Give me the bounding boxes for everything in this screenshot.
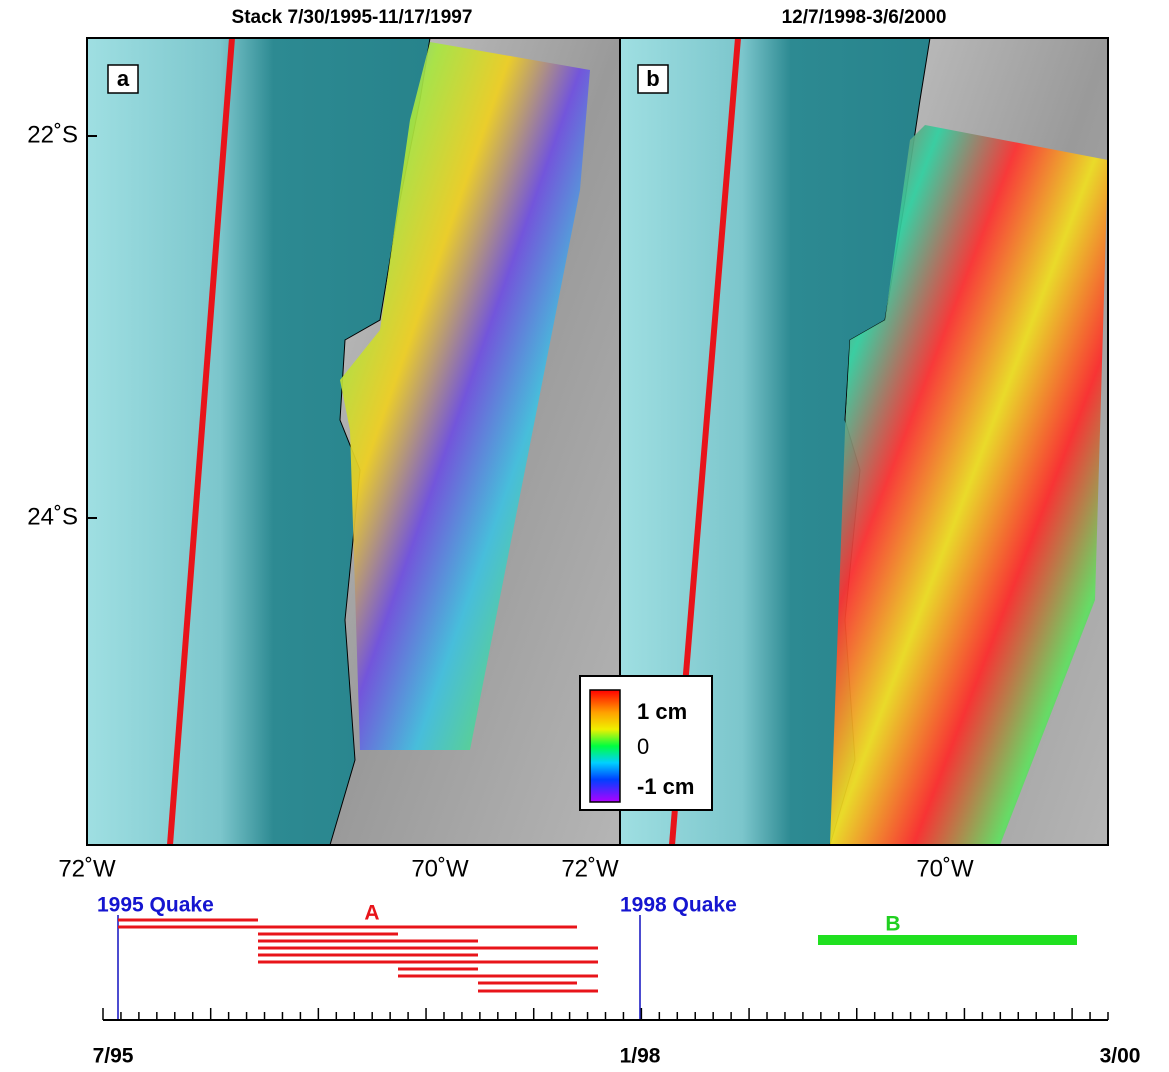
panel-letter: a	[117, 66, 130, 91]
panel-title: Stack 7/30/1995-11/17/1997	[232, 7, 473, 28]
lon-label: 72˚W	[58, 855, 116, 882]
lon-label: 70˚W	[411, 855, 469, 882]
panel-title: 12/7/1998-3/6/2000	[782, 7, 947, 28]
event-label: 1995 Quake	[97, 894, 214, 917]
axis-label: 1/98	[620, 1045, 661, 1068]
lat-label: 24˚S	[27, 503, 78, 530]
map-a	[87, 38, 620, 845]
axis-label: 7/95	[93, 1045, 134, 1068]
panel-letter: b	[646, 66, 659, 91]
colorbar: 1 cm 0 -1 cm	[580, 676, 712, 810]
group-label: A	[364, 902, 379, 925]
axis-label: 3/00	[1100, 1045, 1141, 1068]
figure: Stack 7/30/1995-11/17/1997 12/7/1998-3/6…	[0, 0, 1169, 1072]
colorbar-label: 1 cm	[637, 699, 687, 724]
timeline: 1995 Quake 1998 Quake A B 7/95 1/98 3/00	[93, 894, 1141, 1068]
lon-label: 70˚W	[916, 855, 974, 882]
lat-label: 22˚S	[27, 121, 78, 148]
group-label: B	[885, 913, 900, 936]
colorbar-label: 0	[637, 734, 649, 759]
event-label: 1998 Quake	[620, 894, 737, 917]
lon-label: 72˚W	[561, 855, 619, 882]
colorbar-label: -1 cm	[637, 774, 694, 799]
